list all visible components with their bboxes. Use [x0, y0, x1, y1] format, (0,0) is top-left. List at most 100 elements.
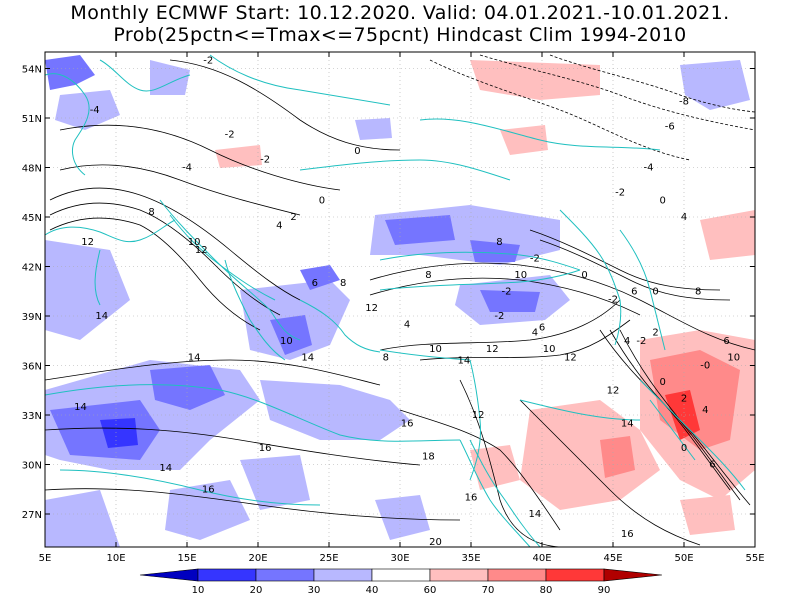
- contour-line: [169, 59, 401, 151]
- contour-label-text: 6: [539, 323, 545, 334]
- contour-label-text: 0: [581, 270, 587, 281]
- contour-label-text: 14: [621, 418, 634, 429]
- coastline: [299, 299, 381, 353]
- colorbar-segment: [313, 568, 373, 582]
- colorbar-segment: [255, 568, 315, 582]
- contour-label-text: 10: [514, 270, 527, 281]
- contour-label: 12: [486, 344, 499, 355]
- lat-tick-label: 51N: [22, 114, 42, 125]
- coastline: [45, 219, 176, 243]
- coastline: [45, 73, 90, 176]
- contour-label-text: -2: [608, 295, 618, 306]
- contour-label: 18: [422, 451, 435, 462]
- contour-label-text: 16: [401, 418, 414, 429]
- contour-label-text: 2: [652, 328, 658, 339]
- colorbar-label: 30: [308, 585, 321, 596]
- contour-label: 14: [188, 352, 201, 363]
- border: [299, 159, 511, 181]
- contour-label-text: 10: [429, 344, 442, 355]
- coastline: [159, 199, 301, 341]
- contour-label: 6: [539, 323, 545, 334]
- contour-label-text: 14: [95, 311, 108, 322]
- contour-label: -4: [182, 163, 192, 174]
- contour-line: [379, 299, 621, 351]
- coastline-red-sea: [469, 439, 541, 547]
- contour-label: 12: [564, 352, 577, 363]
- contour-line: [45, 359, 381, 386]
- contour-label: 0: [660, 196, 666, 207]
- lat-tick-label: 48N: [22, 164, 42, 175]
- colorbar-label: 10: [192, 585, 205, 596]
- contour-label-text: -2: [636, 336, 646, 347]
- contour-label: -4: [90, 105, 100, 116]
- colorbar-label: 70: [482, 585, 495, 596]
- contour-label: -2: [615, 187, 625, 198]
- contour-label: -8: [679, 97, 689, 108]
- contour-label: 14: [458, 356, 471, 367]
- contour-label-text: 18: [422, 451, 435, 462]
- contour-label: 6: [312, 278, 318, 289]
- contour-label: 4: [276, 220, 282, 231]
- contour-line: [369, 262, 755, 351]
- coastline: [99, 59, 191, 92]
- contour-label-text: 6: [709, 460, 715, 471]
- contour-label: -0: [700, 361, 710, 372]
- contour-label-text: -4: [644, 163, 654, 174]
- contour-label: -2: [260, 154, 270, 165]
- contour-label: 4: [702, 405, 708, 416]
- colorbar-label: 60: [424, 585, 437, 596]
- contour-line: [479, 54, 755, 131]
- contour-label: 16: [202, 484, 215, 495]
- contour-label-text: -4: [90, 105, 100, 116]
- lon-tick-label: 55E: [745, 553, 764, 564]
- coastline: [94, 249, 101, 306]
- contour-line: [49, 217, 261, 331]
- contour-label: 12: [81, 237, 94, 248]
- contour-label-text: 0: [354, 146, 360, 157]
- contour-label: 10: [188, 237, 201, 248]
- colorbar-segment: [487, 568, 547, 582]
- contour-label-text: 12: [564, 352, 577, 363]
- contour-label: 0: [581, 270, 587, 281]
- contour-line: [59, 164, 301, 216]
- contour-line: [45, 488, 461, 521]
- contour-label: 14: [621, 418, 634, 429]
- contour-line: [49, 202, 281, 316]
- lat-tick-label: 45N: [22, 213, 42, 224]
- colorbar-label: 90: [598, 585, 611, 596]
- contour-label-text: -4: [182, 163, 192, 174]
- lon-tick-label: 50E: [674, 553, 693, 564]
- contour-label-text: 8: [496, 237, 502, 248]
- contour-label-text: 12: [472, 410, 485, 421]
- contour-line: [369, 277, 641, 316]
- contour-label: 6: [709, 460, 715, 471]
- contour-label-text: 8: [148, 207, 154, 218]
- contour-label: -2: [203, 55, 213, 66]
- lat-tick-label: 42N: [22, 263, 42, 274]
- contour-label: 14: [95, 311, 108, 322]
- contour-label: -2: [636, 336, 646, 347]
- contour-label: 16: [621, 529, 634, 540]
- coastline: [169, 214, 276, 301]
- contour-label: 8: [383, 352, 389, 363]
- contour-label-text: 0: [681, 443, 687, 454]
- contour-label: 4: [624, 336, 630, 347]
- contour-label: 16: [259, 443, 272, 454]
- lon-tick-label: 35E: [461, 553, 480, 564]
- colorbar-segment: [371, 568, 431, 582]
- lon-tick-label: 45E: [603, 553, 622, 564]
- lat-tick-label: 36N: [22, 362, 42, 373]
- contour-label: 14: [159, 463, 172, 474]
- contour-label: 2: [652, 328, 658, 339]
- lat-tick-label: 33N: [22, 411, 42, 422]
- contour-label: -4: [644, 163, 654, 174]
- contour-label: -6: [665, 121, 675, 132]
- contour-label: 12: [607, 385, 620, 396]
- contour-line: [45, 427, 421, 466]
- contour-label: 6: [723, 336, 729, 347]
- colorbar-segment: [545, 568, 605, 582]
- contour-label-text: 0: [319, 196, 325, 207]
- contour-label: -2: [225, 130, 235, 141]
